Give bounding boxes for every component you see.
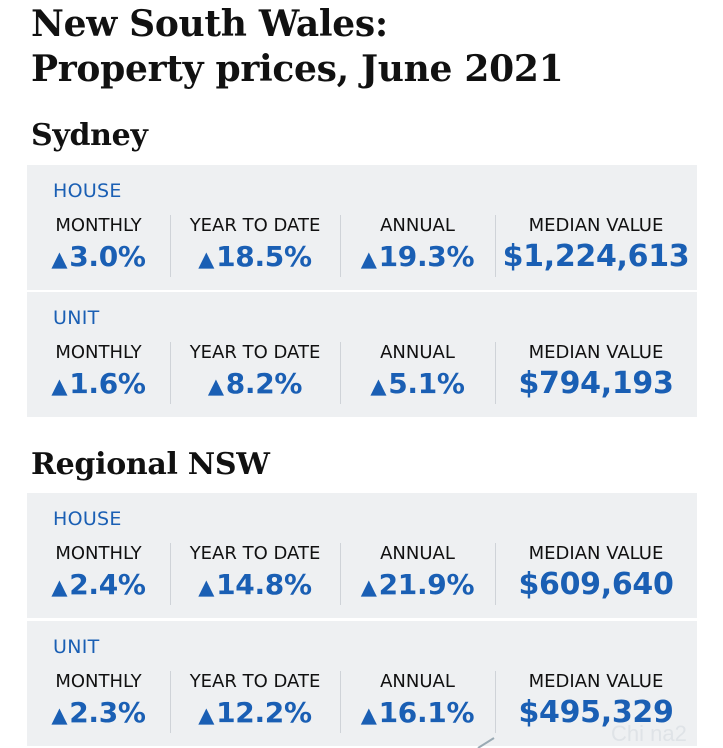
annual-stat: ANNUAL ▲16.1% bbox=[340, 671, 495, 733]
median-value: $794,193 bbox=[518, 366, 674, 401]
ytd-value: ▲14.8% bbox=[170, 567, 340, 605]
arrow-up-icon: ▲ bbox=[51, 374, 68, 398]
arrow-up-icon: ▲ bbox=[360, 703, 377, 727]
ytd-label: YEAR TO DATE bbox=[189, 543, 321, 564]
arrow-up-icon: ▲ bbox=[51, 575, 68, 599]
monthly-value: ▲3.0% bbox=[27, 239, 170, 277]
annual-label: ANNUAL bbox=[380, 215, 455, 236]
annual-stat: ANNUAL ▲5.1% bbox=[340, 342, 495, 404]
arrow-up-icon: ▲ bbox=[198, 703, 215, 727]
monthly-change: 2.4% bbox=[69, 568, 146, 601]
annual-label: ANNUAL bbox=[380, 671, 455, 692]
arrow-up-icon: ▲ bbox=[360, 247, 377, 271]
arrow-up-icon: ▲ bbox=[207, 374, 224, 398]
arrow-up-icon: ▲ bbox=[51, 247, 68, 271]
monthly-change: 3.0% bbox=[69, 240, 146, 273]
ytd-label: YEAR TO DATE bbox=[189, 342, 321, 363]
monthly-label: MONTHLY bbox=[55, 342, 142, 363]
monthly-label: MONTHLY bbox=[55, 543, 142, 564]
watermark: Chi na2 bbox=[611, 721, 687, 746]
ytd-value: ▲8.2% bbox=[170, 366, 340, 404]
median-label: MEDIAN VALUE bbox=[528, 671, 664, 692]
sydney-house-card: HOUSE MONTHLY ▲3.0% YEAR TO DATE ▲18.5% … bbox=[27, 165, 697, 290]
median-stat: MEDIAN VALUE $794,193 bbox=[495, 342, 697, 404]
card-type-label: UNIT bbox=[53, 307, 100, 329]
ytd-stat: YEAR TO DATE ▲12.2% bbox=[170, 671, 340, 733]
annual-change: 5.1% bbox=[388, 367, 465, 400]
card-type-label: HOUSE bbox=[53, 180, 122, 202]
page-title-line-2: Property prices, June 2021 bbox=[31, 48, 564, 90]
arrow-up-icon: ▲ bbox=[360, 575, 377, 599]
arrow-up-icon: ▲ bbox=[51, 703, 68, 727]
ytd-stat: YEAR TO DATE ▲8.2% bbox=[170, 342, 340, 404]
ytd-value: ▲18.5% bbox=[170, 239, 340, 277]
annual-stat: ANNUAL ▲21.9% bbox=[340, 543, 495, 605]
ytd-change: 14.8% bbox=[216, 568, 312, 601]
annual-value: ▲5.1% bbox=[340, 366, 495, 404]
median-stat: MEDIAN VALUE $609,640 bbox=[495, 543, 697, 605]
monthly-value: ▲1.6% bbox=[27, 366, 170, 404]
sydney-unit-card: UNIT MONTHLY ▲1.6% YEAR TO DATE ▲8.2% AN… bbox=[27, 292, 697, 417]
monthly-change: 2.3% bbox=[69, 696, 146, 729]
annual-value: ▲16.1% bbox=[340, 695, 495, 733]
section-heading-sydney: Sydney bbox=[31, 118, 148, 153]
annual-stat: ANNUAL ▲19.3% bbox=[340, 215, 495, 277]
median-value: $609,640 bbox=[518, 567, 674, 602]
annual-value: ▲19.3% bbox=[340, 239, 495, 277]
annual-change: 19.3% bbox=[378, 240, 475, 273]
monthly-value: ▲2.4% bbox=[27, 567, 170, 605]
arrow-up-icon: ▲ bbox=[370, 374, 387, 398]
monthly-stat: MONTHLY ▲2.4% bbox=[27, 543, 170, 605]
page-title: New South Wales: Property prices, June 2… bbox=[31, 2, 564, 92]
arrow-up-icon: ▲ bbox=[198, 575, 215, 599]
median-label: MEDIAN VALUE bbox=[528, 543, 664, 564]
section-heading-regional-nsw: Regional NSW bbox=[31, 447, 270, 482]
ytd-label: YEAR TO DATE bbox=[189, 671, 321, 692]
ytd-label: YEAR TO DATE bbox=[189, 215, 321, 236]
annual-label: ANNUAL bbox=[380, 342, 455, 363]
card-type-label: UNIT bbox=[53, 636, 100, 658]
median-value: $1,224,613 bbox=[502, 239, 690, 274]
median-label: MEDIAN VALUE bbox=[528, 342, 664, 363]
monthly-stat: MONTHLY ▲1.6% bbox=[27, 342, 170, 404]
ytd-change: 18.5% bbox=[216, 240, 312, 273]
card-type-label: HOUSE bbox=[53, 508, 122, 530]
ytd-change: 8.2% bbox=[225, 367, 303, 400]
median-value: $495,329 bbox=[518, 695, 674, 730]
monthly-label: MONTHLY bbox=[55, 671, 142, 692]
ytd-stat: YEAR TO DATE ▲14.8% bbox=[170, 543, 340, 605]
regional-unit-card: UNIT MONTHLY ▲2.3% YEAR TO DATE ▲12.2% A… bbox=[27, 621, 697, 746]
monthly-label: MONTHLY bbox=[55, 215, 142, 236]
annual-change: 16.1% bbox=[378, 696, 475, 729]
ytd-value: ▲12.2% bbox=[170, 695, 340, 733]
median-label: MEDIAN VALUE bbox=[528, 215, 664, 236]
monthly-value: ▲2.3% bbox=[27, 695, 170, 733]
ytd-change: 12.2% bbox=[216, 696, 312, 729]
watermark-arrow-icon bbox=[477, 737, 495, 748]
page-title-line-1: New South Wales: bbox=[31, 3, 388, 45]
annual-label: ANNUAL bbox=[380, 543, 455, 564]
median-stat: MEDIAN VALUE $495,329 bbox=[495, 671, 697, 733]
arrow-up-icon: ▲ bbox=[198, 247, 215, 271]
monthly-stat: MONTHLY ▲3.0% bbox=[27, 215, 170, 277]
monthly-change: 1.6% bbox=[69, 367, 146, 400]
median-stat: MEDIAN VALUE $1,224,613 bbox=[495, 215, 697, 277]
annual-change: 21.9% bbox=[378, 568, 475, 601]
monthly-stat: MONTHLY ▲2.3% bbox=[27, 671, 170, 733]
ytd-stat: YEAR TO DATE ▲18.5% bbox=[170, 215, 340, 277]
annual-value: ▲21.9% bbox=[340, 567, 495, 605]
regional-house-card: HOUSE MONTHLY ▲2.4% YEAR TO DATE ▲14.8% … bbox=[27, 493, 697, 618]
